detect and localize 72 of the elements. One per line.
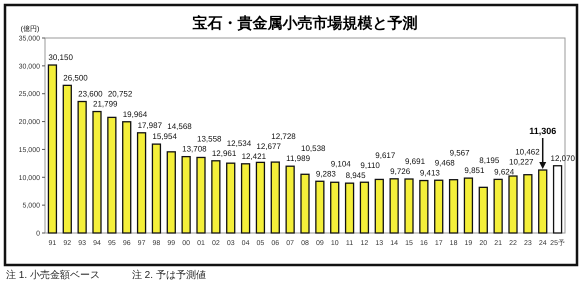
bar [48, 64, 58, 234]
data-label: 9,691 [405, 156, 426, 166]
bar [315, 180, 325, 234]
bar [92, 110, 102, 234]
data-label: 9,567 [450, 148, 470, 158]
data-label: 10,538 [301, 144, 326, 154]
bar [226, 162, 236, 234]
data-label: 26,500 [63, 73, 88, 82]
bar [196, 156, 206, 234]
data-label: 10,227 [509, 157, 534, 166]
data-label: 9,624 [494, 167, 515, 176]
bar [478, 186, 488, 234]
bar [344, 182, 354, 234]
data-label: 9,851 [464, 166, 485, 176]
bar [360, 182, 370, 234]
data-label: 13,708 [182, 144, 208, 154]
bar [389, 178, 399, 234]
bar [256, 162, 266, 234]
bar [300, 174, 310, 234]
bar [374, 178, 384, 234]
data-label: 9,726 [390, 166, 411, 176]
title: 宝石・貴金属小売市場規模と予測 [192, 15, 418, 32]
bar [77, 100, 87, 234]
bar [448, 179, 458, 234]
bar [240, 163, 250, 234]
data-label: 19,964 [122, 110, 148, 119]
data-label: 23,600 [78, 90, 104, 99]
data-label: 12,070 [550, 154, 576, 163]
data-label: 12,534 [226, 138, 252, 148]
bar [434, 180, 444, 234]
data-label: 12,421 [242, 152, 267, 161]
data-label: 15,954 [152, 132, 178, 142]
data-label: 9,104 [330, 159, 352, 168]
data-label: 21,799 [93, 100, 118, 109]
bar [404, 178, 414, 234]
data-label: 9,283 [316, 169, 336, 178]
bar [62, 84, 72, 234]
text: 注 1. 小売金額ベース [6, 269, 100, 281]
bar [552, 165, 562, 234]
data-label: 17,987 [138, 120, 163, 130]
bar [181, 156, 191, 234]
data-label: 13,558 [197, 134, 222, 144]
data-label: 9,617 [375, 151, 396, 160]
bar [107, 116, 117, 234]
data-label: 30,150 [48, 53, 74, 62]
bar [152, 143, 162, 234]
text: 注 2. 予は予測値 [132, 269, 206, 281]
data-label: 14,568 [167, 122, 192, 132]
data-label: 9,110 [360, 161, 380, 170]
bar [211, 160, 221, 234]
data-label: 9,413 [420, 168, 440, 178]
data-label: 12,677 [256, 142, 282, 151]
data-label: 20,752 [108, 90, 133, 99]
data-label: 12,728 [271, 132, 296, 141]
data-label: 8,195 [479, 156, 500, 166]
data-label: 8,945 [346, 171, 366, 180]
bar [136, 132, 146, 234]
data-label: 11,989 [286, 154, 311, 164]
data-label: 9,468 [434, 158, 456, 168]
bar [330, 182, 340, 234]
bar [464, 177, 474, 234]
bar [122, 121, 132, 234]
bar [419, 180, 429, 234]
data-label: 10,462 [515, 147, 540, 156]
bar [166, 151, 176, 234]
bar [508, 175, 518, 234]
bar [270, 161, 280, 234]
bar [285, 166, 295, 234]
bar [493, 178, 503, 234]
data-label: 12,961 [212, 148, 237, 158]
bar [523, 174, 533, 234]
annotation: 11,306 [529, 126, 556, 136]
